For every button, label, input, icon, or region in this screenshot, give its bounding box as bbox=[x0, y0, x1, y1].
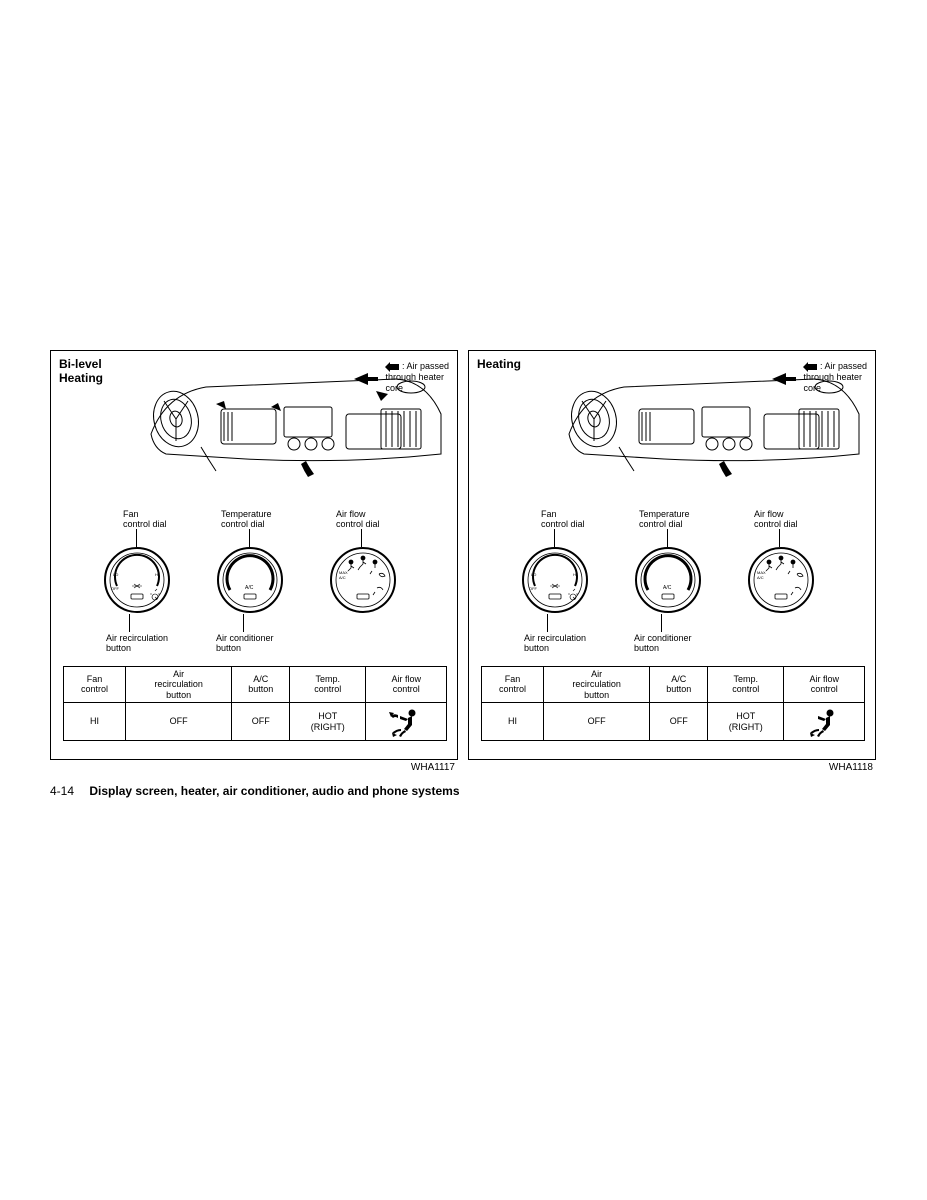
th-ac: A/Cbutton bbox=[650, 666, 708, 702]
td-ac: OFF bbox=[232, 703, 290, 741]
th-temp: Temp.control bbox=[290, 666, 366, 702]
th-ac: A/Cbutton bbox=[232, 666, 290, 702]
svg-text:A/C: A/C bbox=[339, 575, 346, 580]
td-recirc: OFF bbox=[543, 703, 649, 741]
foot-airflow-icon bbox=[806, 707, 842, 737]
fan-dial-label: Fancontrol dial bbox=[123, 509, 167, 530]
temp-dial-label: Temperaturecontrol dial bbox=[221, 509, 272, 530]
th-temp: Temp.control bbox=[708, 666, 784, 702]
pointer-line bbox=[779, 529, 780, 547]
td-temp: HOT(RIGHT) bbox=[708, 703, 784, 741]
page-content: Bi-levelHeating bbox=[50, 350, 877, 798]
td-fan: HI bbox=[482, 703, 544, 741]
fan-dial-label: Fancontrol dial bbox=[541, 509, 585, 530]
recirc-button-label: Air recirculationbutton bbox=[106, 633, 168, 654]
svg-text:OFF: OFF bbox=[111, 586, 120, 591]
arrow-left-icon bbox=[803, 362, 817, 372]
settings-table: Fancontrol Airrecirculationbutton A/Cbut… bbox=[481, 666, 865, 741]
temp-dial-label: Temperaturecontrol dial bbox=[639, 509, 690, 530]
recirc-button-label: Air recirculationbutton bbox=[524, 633, 586, 654]
air-passed-note: : Air passedthrough heatercore bbox=[385, 361, 449, 393]
pointer-line bbox=[361, 529, 362, 547]
pointer-line bbox=[249, 529, 250, 547]
table-header-row: Fancontrol Airrecirculationbutton A/Cbut… bbox=[64, 666, 447, 702]
panels-row: Bi-levelHeating bbox=[50, 350, 877, 760]
table-header-row: Fancontrol Airrecirculationbutton A/Cbut… bbox=[482, 666, 865, 702]
pointer-line bbox=[667, 529, 668, 547]
td-recirc: OFF bbox=[125, 703, 231, 741]
air-passed-note: : Air passedthrough heatercore bbox=[803, 361, 867, 393]
airflow-dial-label: Air flowcontrol dial bbox=[754, 509, 798, 530]
td-airflow-icon bbox=[784, 703, 865, 741]
pointer-line bbox=[129, 614, 130, 632]
panel-title: Heating bbox=[477, 357, 521, 371]
panel-heating: Heating bbox=[468, 350, 876, 760]
svg-text:HI: HI bbox=[573, 572, 577, 577]
td-ac: OFF bbox=[650, 703, 708, 741]
airflow-dial-label: Air flowcontrol dial bbox=[336, 509, 380, 530]
svg-text:A/C: A/C bbox=[757, 575, 764, 580]
svg-text:A/C: A/C bbox=[245, 585, 254, 591]
th-airflow: Air flowcontrol bbox=[366, 666, 447, 702]
arrow-left-icon bbox=[385, 362, 399, 372]
page-footer: 4-14 Display screen, heater, air conditi… bbox=[50, 784, 877, 798]
svg-text:HI: HI bbox=[155, 572, 159, 577]
svg-text:A/C: A/C bbox=[663, 585, 672, 591]
panel-code: WHA1117 bbox=[411, 762, 455, 773]
svg-text:LO: LO bbox=[113, 572, 118, 577]
section-title: Display screen, heater, air conditioner,… bbox=[89, 784, 459, 798]
page-number: 4-14 bbox=[50, 784, 74, 798]
settings-table: Fancontrol Airrecirculationbutton A/Cbut… bbox=[63, 666, 447, 741]
th-recirc: Airrecirculationbutton bbox=[543, 666, 649, 702]
svg-text:LO: LO bbox=[531, 572, 536, 577]
panel-bilevel: Bi-levelHeating bbox=[50, 350, 458, 760]
th-recirc: Airrecirculationbutton bbox=[125, 666, 231, 702]
airflow-dial: MAXA/C bbox=[329, 546, 397, 614]
ac-button-label: Air conditionerbutton bbox=[634, 633, 692, 654]
th-airflow: Air flowcontrol bbox=[784, 666, 865, 702]
pointer-line bbox=[661, 614, 662, 632]
td-airflow-icon bbox=[366, 703, 447, 741]
dials-row: LO HI OFF A/C MAXA/C bbox=[469, 546, 875, 626]
panel-title: Bi-levelHeating bbox=[59, 357, 103, 386]
dials-row: LO HI OFF A/C MAXA/C bbox=[51, 546, 457, 626]
pointer-line bbox=[243, 614, 244, 632]
temp-dial: A/C bbox=[216, 546, 284, 614]
pointer-line bbox=[554, 529, 555, 547]
pointer-line bbox=[136, 529, 137, 547]
th-fan: Fancontrol bbox=[482, 666, 544, 702]
airflow-dial: MAXA/C bbox=[747, 546, 815, 614]
bilevel-airflow-icon bbox=[388, 707, 424, 737]
table-row: HI OFF OFF HOT(RIGHT) bbox=[64, 703, 447, 741]
th-fan: Fancontrol bbox=[64, 666, 126, 702]
fan-dial: LO HI OFF bbox=[103, 546, 171, 614]
ac-button-label: Air conditionerbutton bbox=[216, 633, 274, 654]
fan-dial: LO HI OFF bbox=[521, 546, 589, 614]
td-fan: HI bbox=[64, 703, 126, 741]
temp-dial: A/C bbox=[634, 546, 702, 614]
table-row: HI OFF OFF HOT(RIGHT) bbox=[482, 703, 865, 741]
pointer-line bbox=[547, 614, 548, 632]
svg-text:OFF: OFF bbox=[529, 586, 538, 591]
panel-code: WHA1118 bbox=[829, 762, 873, 773]
td-temp: HOT(RIGHT) bbox=[290, 703, 366, 741]
